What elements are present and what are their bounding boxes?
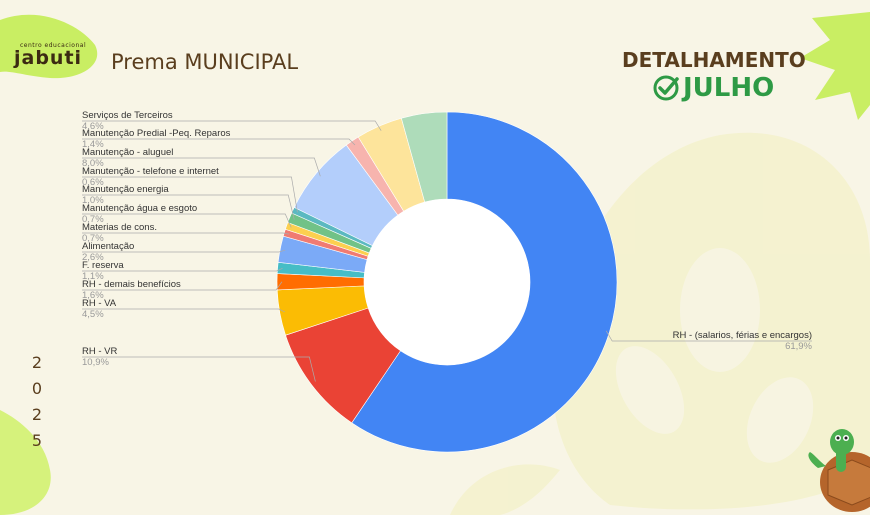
year-digit: 2 xyxy=(31,405,43,424)
slice-label: Materias de cons. xyxy=(82,222,157,233)
leader-line xyxy=(82,213,292,228)
month-label: JULHO xyxy=(683,73,775,103)
slice-percent: 0,6% xyxy=(82,177,104,188)
turtle-icon xyxy=(808,429,870,512)
slice-label: RH - demais benefícios xyxy=(82,279,181,290)
slice-label: Serviços de Terceiros xyxy=(82,110,173,121)
slice-label: F. reserva xyxy=(82,260,124,271)
detail-heading: DETALHAMENTO xyxy=(622,48,806,72)
month-heading: JULHO xyxy=(653,73,774,103)
slice-percent: 61,9% xyxy=(785,341,812,352)
leader-line xyxy=(82,194,295,220)
slice-percent: 1,6% xyxy=(82,290,104,301)
year-vertical: 2 0 2 5 xyxy=(30,352,44,451)
leaf-shape-top-left xyxy=(0,14,98,79)
leader-line xyxy=(82,232,290,235)
page-title: Prema MUNICIPAL xyxy=(111,50,299,74)
slice-label: RH - VR xyxy=(82,346,118,357)
leader-line xyxy=(82,157,321,177)
logo-subtitle: centro educacional xyxy=(20,42,87,49)
slice-label: Manutenção - aluguel xyxy=(82,147,173,158)
year-digit: 2 xyxy=(31,353,43,372)
leader-line xyxy=(82,356,316,382)
leader-line xyxy=(82,138,356,146)
slice-label: Manutenção água e esgoto xyxy=(82,203,197,214)
slice-percent: 4,5% xyxy=(82,309,104,320)
leaf-shape-bottom-left xyxy=(0,410,51,515)
donut-hole xyxy=(364,199,530,365)
slice-label: Alimentação xyxy=(82,241,134,252)
slice-percent: 4,6% xyxy=(82,121,104,132)
year-digit: 0 xyxy=(31,379,43,398)
turtle-watermark xyxy=(450,132,870,515)
year-digit: 5 xyxy=(31,431,43,450)
jabuti-logo: centro educacional jabuti xyxy=(14,42,86,69)
slice-percent: 8,0% xyxy=(82,158,104,169)
check-circle-icon xyxy=(653,75,679,101)
slice-label: RH - (salarios, férias e encargos) xyxy=(673,330,812,341)
slice-percent: 1,1% xyxy=(82,271,104,282)
slice-percent: 10,9% xyxy=(82,357,109,368)
slice-percent: 1,0% xyxy=(82,195,104,206)
leader-line xyxy=(82,176,298,213)
slice-percent: 1,4% xyxy=(82,139,104,150)
leader-line xyxy=(82,281,283,291)
leader-line xyxy=(82,249,286,253)
slice-percent: 0,7% xyxy=(82,214,104,225)
slice-label: RH - VA xyxy=(82,298,117,309)
slice-label: Manutenção - telefone e internet xyxy=(82,166,219,177)
logo-wordmark: jabuti xyxy=(14,47,83,69)
leader-line xyxy=(82,308,285,313)
leader-line xyxy=(82,120,382,131)
slice-percent: 2,6% xyxy=(82,252,104,263)
leader-line xyxy=(82,268,283,272)
slice-label: Manutenção Predial -Peq. Reparos xyxy=(82,128,231,139)
slice-percent: 0,7% xyxy=(82,233,104,244)
leader-line xyxy=(605,330,812,342)
leaf-shape-top-right xyxy=(800,12,870,120)
slice-label: Manutenção energia xyxy=(82,184,169,195)
